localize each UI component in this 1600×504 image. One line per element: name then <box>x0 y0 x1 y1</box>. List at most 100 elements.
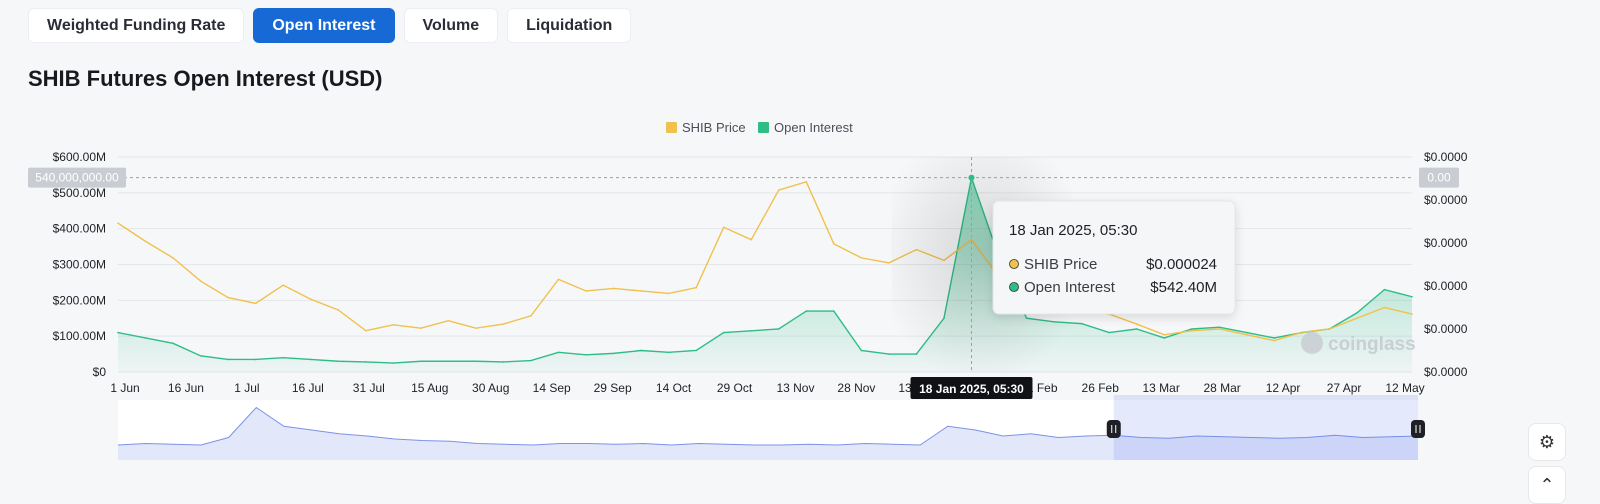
navigator-background <box>118 400 1418 460</box>
open-interest-point <box>1108 331 1110 334</box>
open-interest-point <box>1135 328 1138 330</box>
shib-price-point <box>612 287 615 290</box>
legend-label[interactable]: SHIB Price <box>682 120 746 135</box>
x-tick-label: 14 Oct <box>656 381 692 395</box>
y-left-tick-label: $100.00M <box>53 329 106 343</box>
shib-price-point <box>144 240 147 243</box>
gear-icon: ⚙ <box>1538 431 1556 452</box>
coinglass-logo-icon <box>1301 332 1323 354</box>
y-left-tick-label: $300.00M <box>53 258 106 272</box>
open-interest-point <box>227 358 229 361</box>
shib-price-point <box>1356 317 1358 320</box>
navigator-handle-left[interactable] <box>1106 420 1121 438</box>
open-interest-area <box>118 177 1412 372</box>
shib-price-point <box>117 222 119 224</box>
x-tick-label: 29 Sep <box>594 381 632 395</box>
shib-price-point <box>254 302 257 305</box>
shib-price-point <box>722 226 725 229</box>
settings-button[interactable]: ⚙ <box>1528 423 1566 461</box>
open-interest-point <box>722 331 725 334</box>
y-right-tick-label: $0.0000 <box>1424 322 1468 336</box>
navigator-handle-body[interactable] <box>1106 420 1121 438</box>
open-interest-point <box>805 310 808 312</box>
shib-price-point <box>420 327 422 329</box>
open-interest-point <box>640 349 642 352</box>
open-interest-point <box>612 352 615 355</box>
y-right-tick-label: $0.0000 <box>1424 150 1468 164</box>
tab-weighted-funding-rate[interactable]: Weighted Funding Rate <box>28 8 245 43</box>
x-tick-label: 28 Nov <box>837 381 875 395</box>
legend-swatch <box>666 122 677 133</box>
page-title: SHIB Futures Open Interest (USD) <box>28 66 383 91</box>
shib-price-point <box>1246 333 1248 336</box>
shib-price-point <box>805 181 808 183</box>
open-interest-point <box>530 359 532 362</box>
open-interest-line <box>117 174 1413 364</box>
open-interest-point <box>364 361 367 363</box>
shib-price-point <box>1135 323 1138 325</box>
shib-price-point <box>860 257 863 259</box>
open-interest-point <box>585 354 587 356</box>
shib-price-point <box>1163 333 1166 336</box>
shib-price-point <box>309 298 312 301</box>
shib-price-point <box>475 327 477 329</box>
shib-price-point <box>1218 328 1221 330</box>
open-interest-point <box>860 349 863 352</box>
tab-open-interest[interactable]: Open Interest <box>253 8 395 43</box>
shib-price-point <box>1273 339 1276 342</box>
tab-liquidation[interactable]: Liquidation <box>507 8 632 43</box>
crosshair-y-left-label: 540,000,000.00 <box>35 171 119 185</box>
crosshair-y-right-label: 0.00 <box>1427 171 1451 185</box>
x-tick-label: 15 Aug <box>411 381 448 395</box>
shib-price-point <box>199 280 202 282</box>
navigator-selection[interactable] <box>1113 395 1418 460</box>
open-interest-point <box>667 351 670 354</box>
open-interest-point <box>1411 295 1413 298</box>
shib-price-point <box>667 292 670 295</box>
x-tick-label: 30 Aug <box>472 381 509 395</box>
open-interest-point <box>1163 337 1166 339</box>
open-interest-point <box>282 356 284 359</box>
y-right-tick-label: $0.0000 <box>1424 365 1468 379</box>
open-interest-point <box>144 337 147 339</box>
shib-price-point <box>888 262 890 264</box>
y-right-tick-label: $0.0000 <box>1424 236 1468 250</box>
x-tick-label: 26 Feb <box>1082 381 1120 395</box>
shib-price-point <box>777 189 780 191</box>
tooltip-label: Open Interest <box>1024 279 1116 296</box>
shib-price-point <box>447 319 450 322</box>
shib-price-point <box>364 329 367 332</box>
tab-volume[interactable]: Volume <box>403 8 499 43</box>
open-interest-point <box>777 328 780 330</box>
tooltip <box>992 200 1236 315</box>
crosshair-x-label: 18 Jan 2025, 05:30 <box>919 382 1024 396</box>
legend-swatch <box>758 122 769 133</box>
shib-price-point <box>695 286 697 289</box>
open-interest-point <box>199 355 202 357</box>
open-interest-point <box>420 360 422 363</box>
y-left-tick-label: $600.00M <box>53 150 106 164</box>
shib-price-point <box>337 309 340 311</box>
shib-price-point <box>1411 313 1413 315</box>
shib-price-line <box>117 180 1413 342</box>
x-tick-label: 27 Apr <box>1327 381 1362 395</box>
open-interest-point <box>475 360 477 363</box>
shib-price-point <box>750 238 753 241</box>
open-interest-point <box>1356 312 1358 314</box>
y-left-tick-label: $0 <box>93 365 107 379</box>
open-interest-point <box>309 358 312 361</box>
open-interest-point <box>254 358 257 361</box>
y-left-tick-label: $400.00M <box>53 222 106 236</box>
x-tick-label: 12 May <box>1385 381 1424 395</box>
shib-price-point <box>502 323 505 325</box>
open-interest-point <box>1080 322 1083 325</box>
open-interest-point <box>447 360 450 363</box>
open-interest-chart: SHIB Price Open Interest $0 $100.00M $200.00… <box>28 120 1468 460</box>
legend-label[interactable]: Open Interest <box>774 120 853 135</box>
x-tick-label: 31 Jul <box>353 381 385 395</box>
navigator-handle-right[interactable] <box>1411 420 1425 438</box>
x-tick-label: 28 Mar <box>1203 381 1240 395</box>
scroll-top-button[interactable]: ⌃ <box>1528 466 1566 504</box>
tooltip-value: $542.40M <box>1150 279 1217 296</box>
navigator-handle-body[interactable] <box>1411 420 1425 438</box>
